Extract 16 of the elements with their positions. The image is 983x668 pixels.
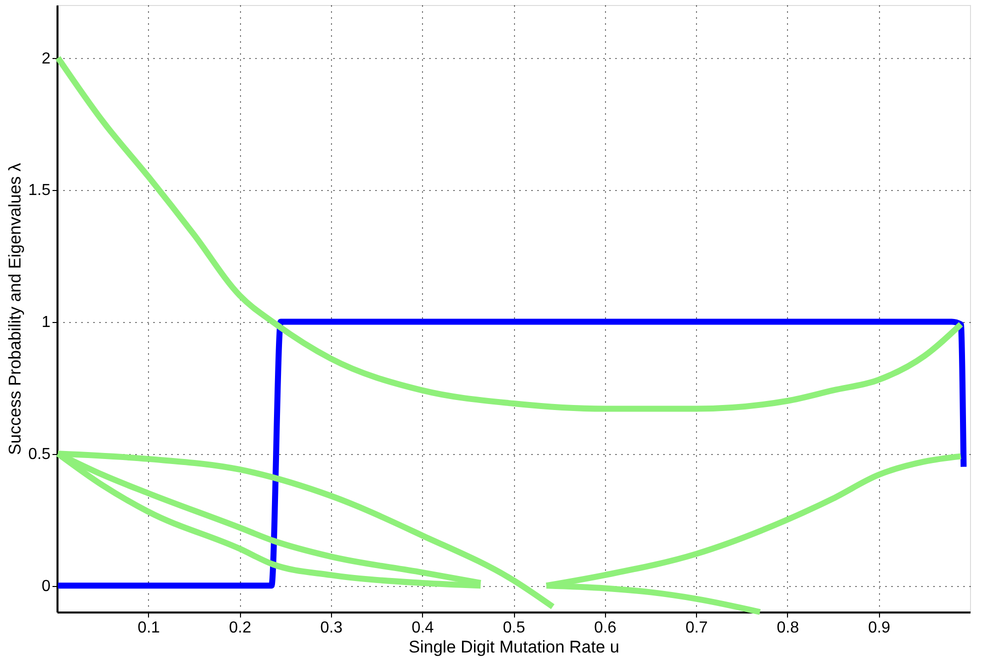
x-tick-label: 0.2	[228, 620, 252, 636]
y-tick-label: 0.5	[28, 446, 51, 464]
x-tick-label: 0.5	[502, 620, 526, 636]
x-tick-label: 0.1	[138, 620, 160, 636]
y-axis-title: Success Probability and Eigenvalues λ	[5, 162, 24, 455]
x-axis-title: Single Digit Mutation Rate u	[408, 638, 620, 656]
x-tick-label: 0.7	[685, 620, 708, 636]
x-tick-label: 0.9	[868, 620, 890, 636]
x-tick-label: 0.4	[412, 620, 434, 636]
x-tick-label: 0.8	[776, 620, 800, 636]
y-tick-label: 1.5	[28, 182, 51, 200]
y-tick-label: 1	[42, 314, 51, 332]
y-tick-label: 0	[42, 578, 51, 596]
x-tick-label: 0.3	[320, 620, 343, 636]
y-tick-label: 2	[42, 50, 51, 68]
x-tick-label: 0.6	[594, 620, 617, 636]
